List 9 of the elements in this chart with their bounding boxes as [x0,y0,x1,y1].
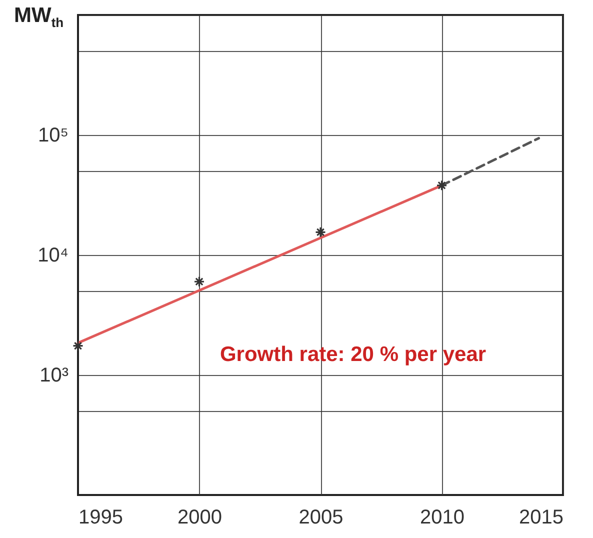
x-tick-label: 2015 [519,506,564,528]
x-tick-label: 2010 [420,506,464,528]
y-tick-label: 10⁵ [38,124,68,146]
y-tick-label: 10³ [40,364,69,386]
x-tick-label: 2005 [298,506,344,528]
x-tick-label: 1995 [78,506,123,528]
y-tick-label: 10⁴ [38,244,68,266]
x-tick-label: 2000 [178,506,222,528]
y-axis-title: MW$_{th}$ [14,4,64,30]
